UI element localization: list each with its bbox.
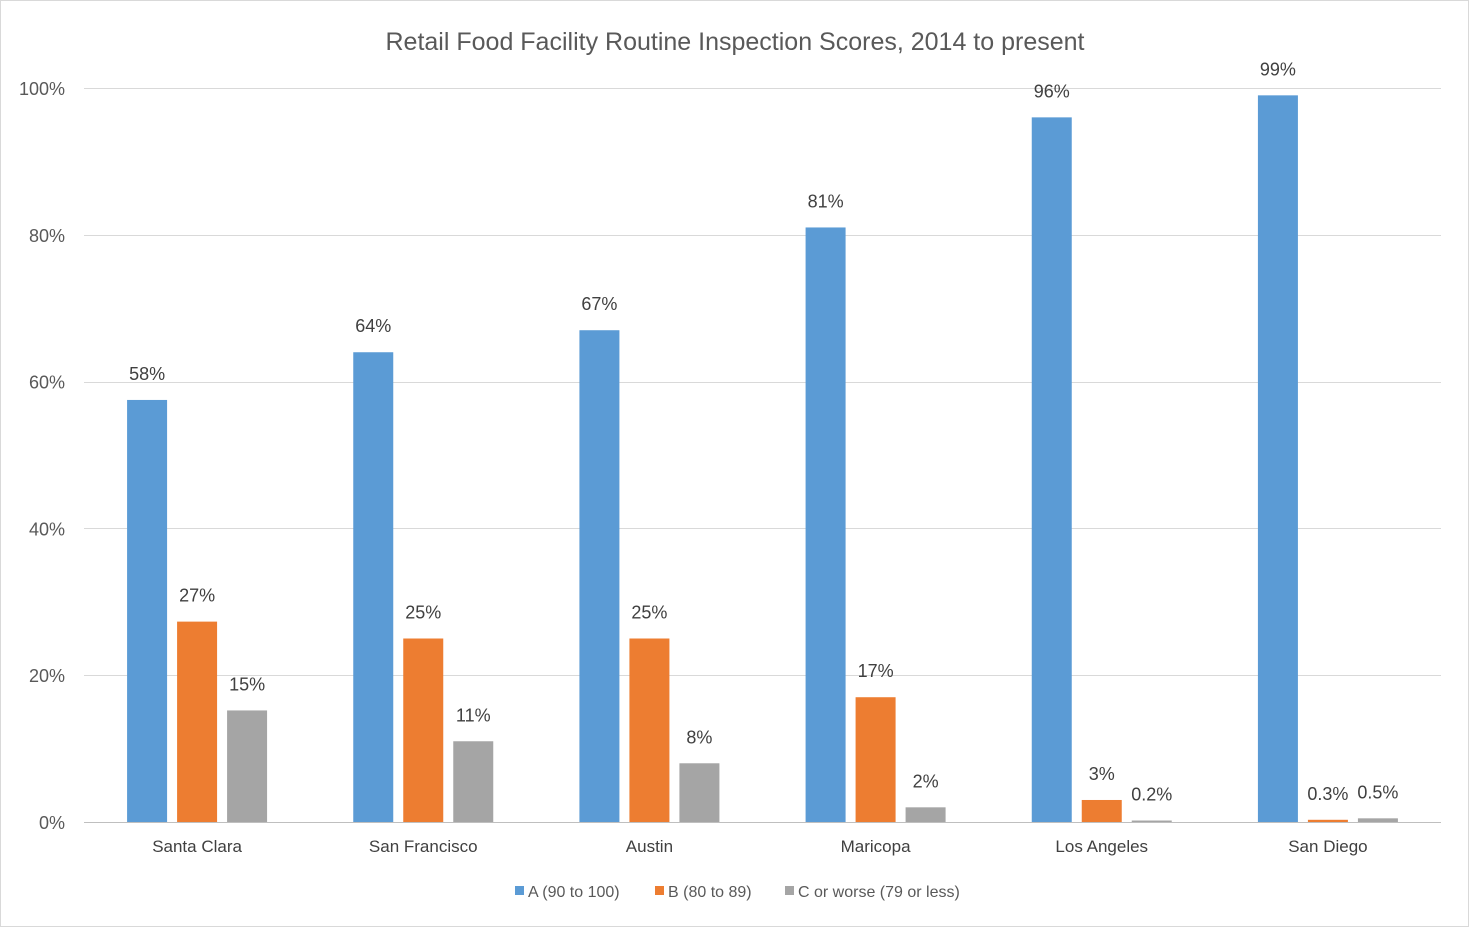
data-label: 27% <box>179 586 215 606</box>
y-tick-label: 100% <box>19 79 65 99</box>
data-label: 11% <box>456 705 491 725</box>
bar-b <box>1081 799 1122 822</box>
bar-a <box>805 227 846 822</box>
bar-c <box>453 741 494 822</box>
bar-c <box>679 763 720 822</box>
y-tick-label: 20% <box>29 666 65 686</box>
category-label: San Diego <box>1288 837 1367 856</box>
data-label: 15% <box>229 674 265 694</box>
data-label: 25% <box>631 603 667 623</box>
legend-label: A (90 to 100) <box>528 884 620 901</box>
bar-b <box>1307 819 1348 822</box>
category-label: Austin <box>626 837 673 856</box>
data-label: 67% <box>581 294 617 314</box>
bar-a <box>353 352 394 822</box>
category-label: Los Angeles <box>1055 837 1148 856</box>
y-tick-label: 40% <box>29 519 65 539</box>
legend-label: C or worse (79 or less) <box>798 884 960 901</box>
data-label: 0.5% <box>1357 782 1398 802</box>
legend-label: B (80 to 89) <box>668 884 752 901</box>
category-label: Maricopa <box>841 837 911 856</box>
bars <box>127 95 1398 823</box>
bar-a <box>127 399 168 822</box>
bar-a <box>1257 95 1298 823</box>
category-label: San Francisco <box>369 837 478 856</box>
data-label: 25% <box>405 603 441 623</box>
legend: A (90 to 100) B (80 to 89) C or worse (79 … <box>515 884 960 901</box>
data-label: 0.3% <box>1307 784 1348 804</box>
x-axis-categories: Santa Clara San Francisco Austin Maricopa Lo… <box>152 837 1367 856</box>
y-tick-label: 80% <box>29 226 65 246</box>
data-label: 8% <box>686 727 712 747</box>
data-label: 64% <box>355 316 391 336</box>
gridlines <box>84 88 1441 676</box>
legend-swatch <box>785 886 794 895</box>
y-tick-label: 0% <box>39 813 65 833</box>
bar-c <box>1131 820 1172 822</box>
y-axis-ticks: 0% 20% 40% 60% 80% 100% <box>19 79 65 833</box>
data-label: 17% <box>858 661 894 681</box>
bar-b <box>629 638 670 822</box>
data-label: 3% <box>1089 764 1115 784</box>
y-tick-label: 60% <box>29 373 65 393</box>
data-label: 99% <box>1260 59 1296 79</box>
bar-c <box>905 807 946 822</box>
bar-b <box>855 697 896 822</box>
bar-c <box>227 710 268 822</box>
data-label: 96% <box>1034 81 1070 101</box>
bar-a <box>1031 117 1072 823</box>
data-label: 58% <box>129 364 165 384</box>
bar-b <box>403 638 444 822</box>
legend-swatch <box>515 886 524 895</box>
data-label: 0.2% <box>1131 785 1172 805</box>
bar-c <box>1357 818 1398 822</box>
chart-title: Retail Food Facility Routine Inspection … <box>386 28 1085 56</box>
category-label: Santa Clara <box>152 837 242 856</box>
bar-b <box>177 621 218 822</box>
bar-a <box>579 330 620 822</box>
data-labels: 58% 27% 15% 64% 25% 11% 67% 25% 8% 81% 17% 2% 96% 3% 0… <box>129 59 1398 804</box>
data-label: 81% <box>808 191 844 211</box>
data-label: 2% <box>913 771 939 791</box>
legend-swatch <box>655 886 664 895</box>
